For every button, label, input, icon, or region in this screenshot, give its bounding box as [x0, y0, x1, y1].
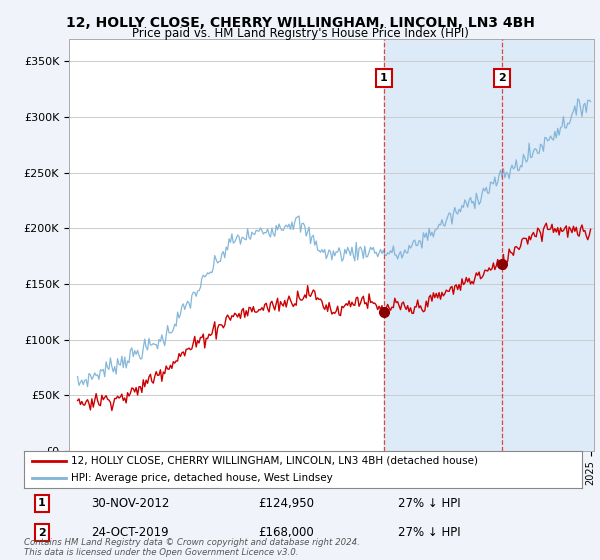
Text: 12, HOLLY CLOSE, CHERRY WILLINGHAM, LINCOLN, LN3 4BH (detached house): 12, HOLLY CLOSE, CHERRY WILLINGHAM, LINC… — [71, 456, 478, 466]
Text: 2: 2 — [38, 528, 46, 538]
Text: 1: 1 — [38, 498, 46, 508]
Bar — [384, 39, 594, 451]
Text: £124,950: £124,950 — [259, 497, 314, 510]
Text: 12, HOLLY CLOSE, CHERRY WILLINGHAM, LINCOLN, LN3 4BH: 12, HOLLY CLOSE, CHERRY WILLINGHAM, LINC… — [65, 16, 535, 30]
Text: 27% ↓ HPI: 27% ↓ HPI — [398, 497, 460, 510]
Text: Contains HM Land Registry data © Crown copyright and database right 2024.
This d: Contains HM Land Registry data © Crown c… — [24, 538, 360, 557]
Text: £168,000: £168,000 — [259, 526, 314, 539]
Text: Price paid vs. HM Land Registry's House Price Index (HPI): Price paid vs. HM Land Registry's House … — [131, 27, 469, 40]
Bar — [502, 39, 594, 451]
Text: 1: 1 — [380, 73, 388, 83]
Text: 24-OCT-2019: 24-OCT-2019 — [91, 526, 169, 539]
Text: HPI: Average price, detached house, West Lindsey: HPI: Average price, detached house, West… — [71, 473, 333, 483]
Text: 27% ↓ HPI: 27% ↓ HPI — [398, 526, 460, 539]
Text: 30-NOV-2012: 30-NOV-2012 — [91, 497, 169, 510]
Text: 2: 2 — [498, 73, 506, 83]
